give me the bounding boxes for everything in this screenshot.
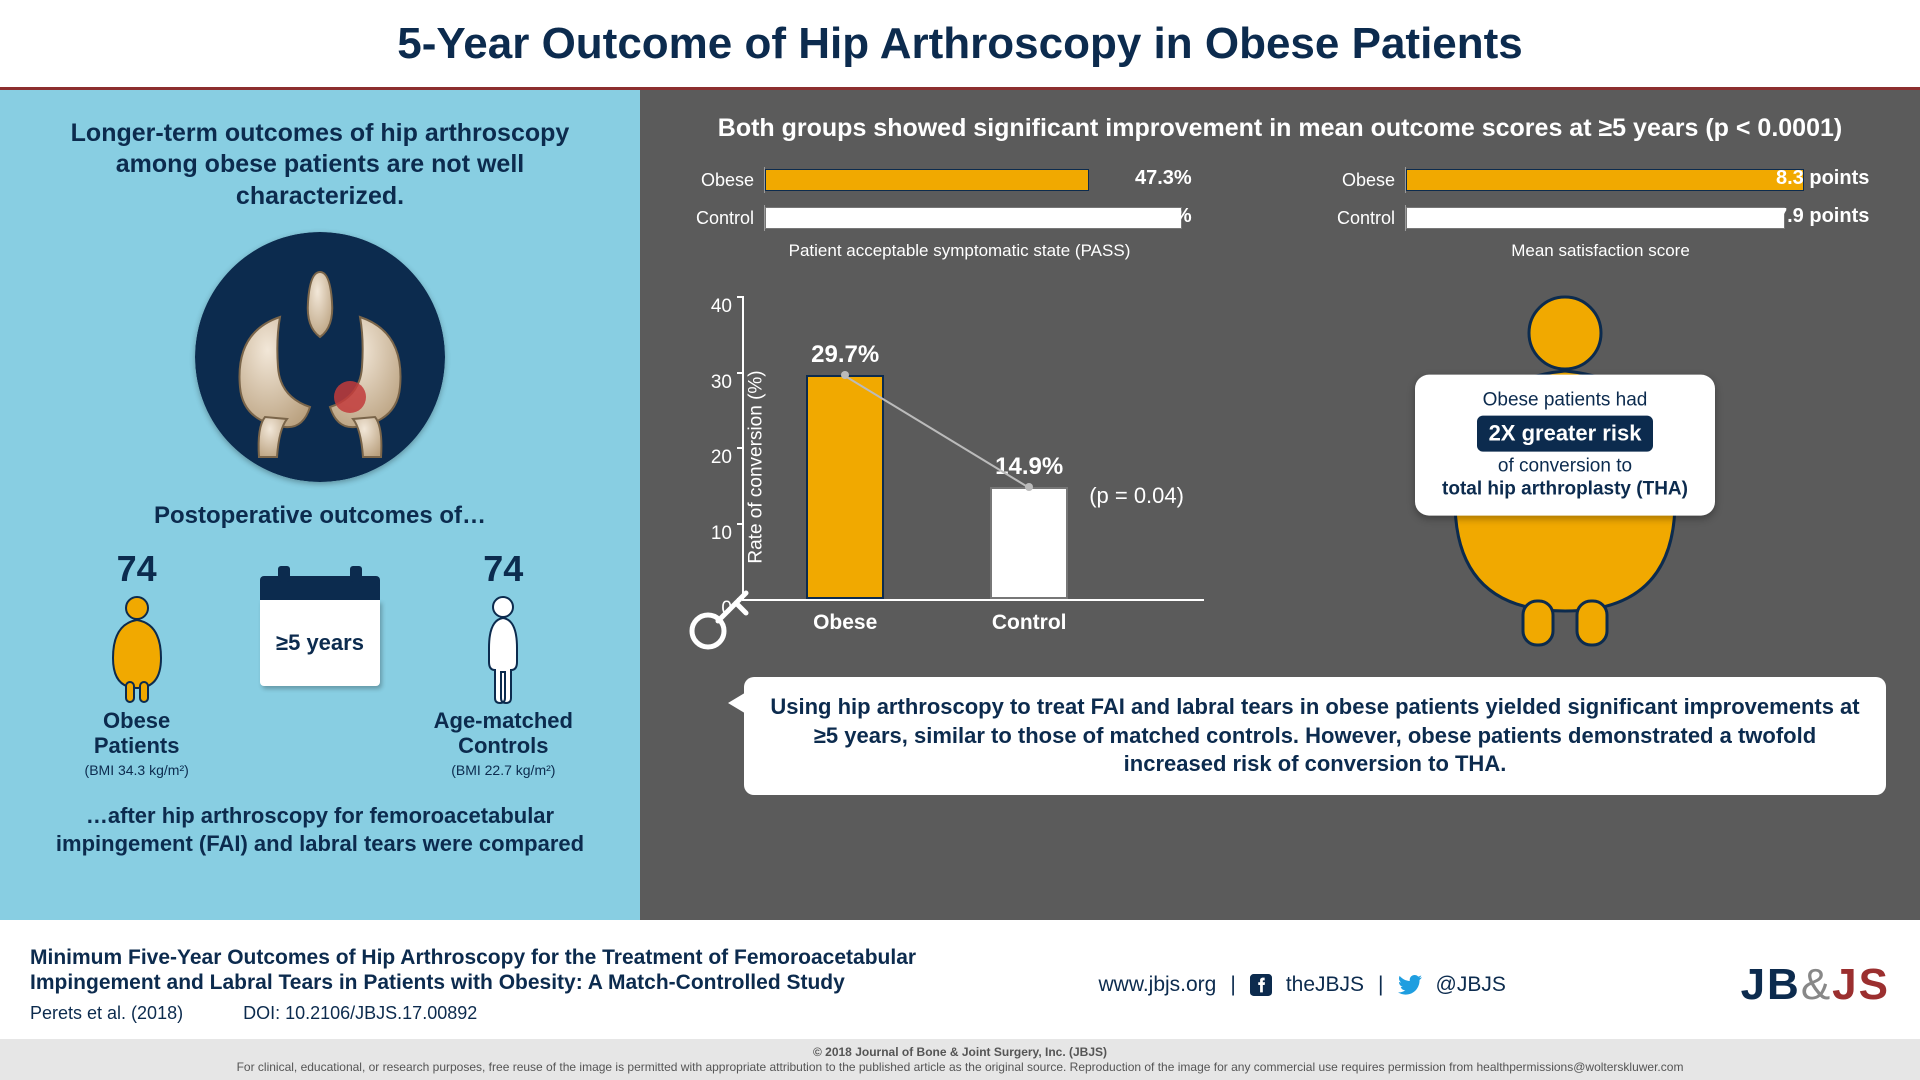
obese-n: 74 xyxy=(47,548,227,590)
left-outro: …after hip arthroscopy for femoroacetabu… xyxy=(30,802,610,857)
sat-obese-bar xyxy=(1406,169,1804,191)
page-title: 5-Year Outcome of Hip Arthroscopy in Obe… xyxy=(397,19,1523,69)
disclaimer: © 2018 Journal of Bone & Joint Surgery, … xyxy=(0,1039,1920,1080)
risk-callout: Obese patients had 2X greater risk of co… xyxy=(1244,287,1886,647)
mid-row: Rate of conversion (%) 010203040Obese29.… xyxy=(674,287,1886,647)
risk-line3: total hip arthroplasty (THA) xyxy=(1427,478,1703,502)
risk-card: Obese patients had 2X greater risk of co… xyxy=(1415,375,1715,516)
title-bar: 5-Year Outcome of Hip Arthroscopy in Obe… xyxy=(0,0,1920,90)
left-intro: Longer-term outcomes of hip arthroscopy … xyxy=(30,118,610,212)
footer: Minimum Five-Year Outcomes of Hip Arthro… xyxy=(0,920,1920,1040)
risk-tag: 2X greater risk xyxy=(1477,416,1654,452)
mini-sat: Obese 8.3 points Control 7.9 points Mean… xyxy=(1315,165,1886,261)
control-bmi: (BMI 22.7 kg/m²) xyxy=(413,762,593,778)
pass-control-bar xyxy=(765,207,1182,229)
calendar-text: ≥5 years xyxy=(260,600,380,686)
footer-tw: @JBJS xyxy=(1436,973,1506,997)
pass-obese-label: Obese xyxy=(674,170,764,191)
paper-authors: Perets et al. (2018) xyxy=(30,1003,183,1025)
conversion-chart: Rate of conversion (%) 010203040Obese29.… xyxy=(674,287,1214,647)
control-label: Age-matched Controls xyxy=(413,708,593,759)
cohort-row: 74 Obese Patients (BMI 34.3 kg/m²) ≥5 ye… xyxy=(30,548,610,779)
mini-charts: Obese 47.3% Control 60.8% Patient accept… xyxy=(674,165,1886,261)
sat-obese-label: Obese xyxy=(1315,170,1405,191)
footer-fb: theJBJS xyxy=(1286,973,1364,997)
pass-obese-val: 47.3% xyxy=(1135,167,1192,190)
logo-amp: & xyxy=(1801,960,1832,1009)
control-person-icon xyxy=(473,594,533,704)
logo-js: JS xyxy=(1832,960,1890,1009)
obese-figure: Obese patients had 2X greater risk of co… xyxy=(1385,287,1745,647)
pass-caption: Patient acceptable symptomatic state (PA… xyxy=(674,241,1245,261)
pass-control-row: Control 60.8% xyxy=(674,203,1245,233)
sat-obese-val: 8.3 points xyxy=(1776,167,1869,190)
footer-mid: www.jbjs.org | theJBJS | @JBJS xyxy=(954,973,1650,997)
paper-doi: DOI: 10.2106/JBJS.17.00892 xyxy=(243,1003,477,1025)
right-panel: Both groups showed significant improveme… xyxy=(640,90,1920,920)
main-content: Longer-term outcomes of hip arthroscopy … xyxy=(0,90,1920,920)
pass-obese-bar xyxy=(765,169,1089,191)
postop-heading: Postoperative outcomes of… xyxy=(30,502,610,530)
right-headline: Both groups showed significant improveme… xyxy=(674,114,1886,143)
summary-box: Using hip arthroscopy to treat FAI and l… xyxy=(744,677,1886,795)
summary-text: Using hip arthroscopy to treat FAI and l… xyxy=(770,694,1859,776)
sat-obese-row: Obese 8.3 points xyxy=(1315,165,1886,195)
cohort-obese: 74 Obese Patients (BMI 34.3 kg/m²) xyxy=(47,548,227,779)
mini-pass: Obese 47.3% Control 60.8% Patient accept… xyxy=(674,165,1245,261)
sat-caption: Mean satisfaction score xyxy=(1315,241,1886,261)
hip-illustration xyxy=(195,232,445,482)
obese-person-icon xyxy=(102,594,172,704)
footer-right: JB&JS xyxy=(1670,960,1890,1010)
facebook-icon xyxy=(1250,974,1272,996)
pass-obese-row: Obese 47.3% xyxy=(674,165,1245,195)
key-icon xyxy=(684,575,764,655)
footer-left: Minimum Five-Year Outcomes of Hip Arthro… xyxy=(30,945,934,1025)
sat-control-bar xyxy=(1406,207,1785,229)
pass-control-val: 60.8% xyxy=(1135,205,1192,228)
calendar-icon: ≥5 years xyxy=(260,576,380,686)
paper-title: Minimum Five-Year Outcomes of Hip Arthro… xyxy=(30,945,934,995)
risk-line2: of conversion to xyxy=(1427,454,1703,478)
obese-bmi: (BMI 34.3 kg/m²) xyxy=(47,762,227,778)
control-n: 74 xyxy=(413,548,593,590)
summary-tail xyxy=(728,691,748,715)
obese-label: Obese Patients xyxy=(47,708,227,759)
disclaimer-bottom: For clinical, educational, or research p… xyxy=(20,1060,1900,1074)
logo-jb: JB xyxy=(1741,960,1801,1009)
cohort-control: 74 Age-matched Controls (BMI 22.7 kg/m²) xyxy=(413,548,593,779)
risk-line1: Obese patients had xyxy=(1427,389,1703,413)
pass-control-label: Control xyxy=(674,208,764,229)
sat-control-val: 7.9 points xyxy=(1776,205,1869,228)
twitter-icon xyxy=(1398,975,1422,995)
sat-control-label: Control xyxy=(1315,208,1405,229)
sat-control-row: Control 7.9 points xyxy=(1315,203,1886,233)
conversion-plot: 010203040Obese29.7%Control14.9%(p = 0.04… xyxy=(742,297,1204,601)
left-panel: Longer-term outcomes of hip arthroscopy … xyxy=(0,90,640,920)
footer-site: www.jbjs.org xyxy=(1098,973,1216,997)
disclaimer-top: © 2018 Journal of Bone & Joint Surgery, … xyxy=(20,1045,1900,1059)
logo: JB&JS xyxy=(1741,960,1890,1009)
